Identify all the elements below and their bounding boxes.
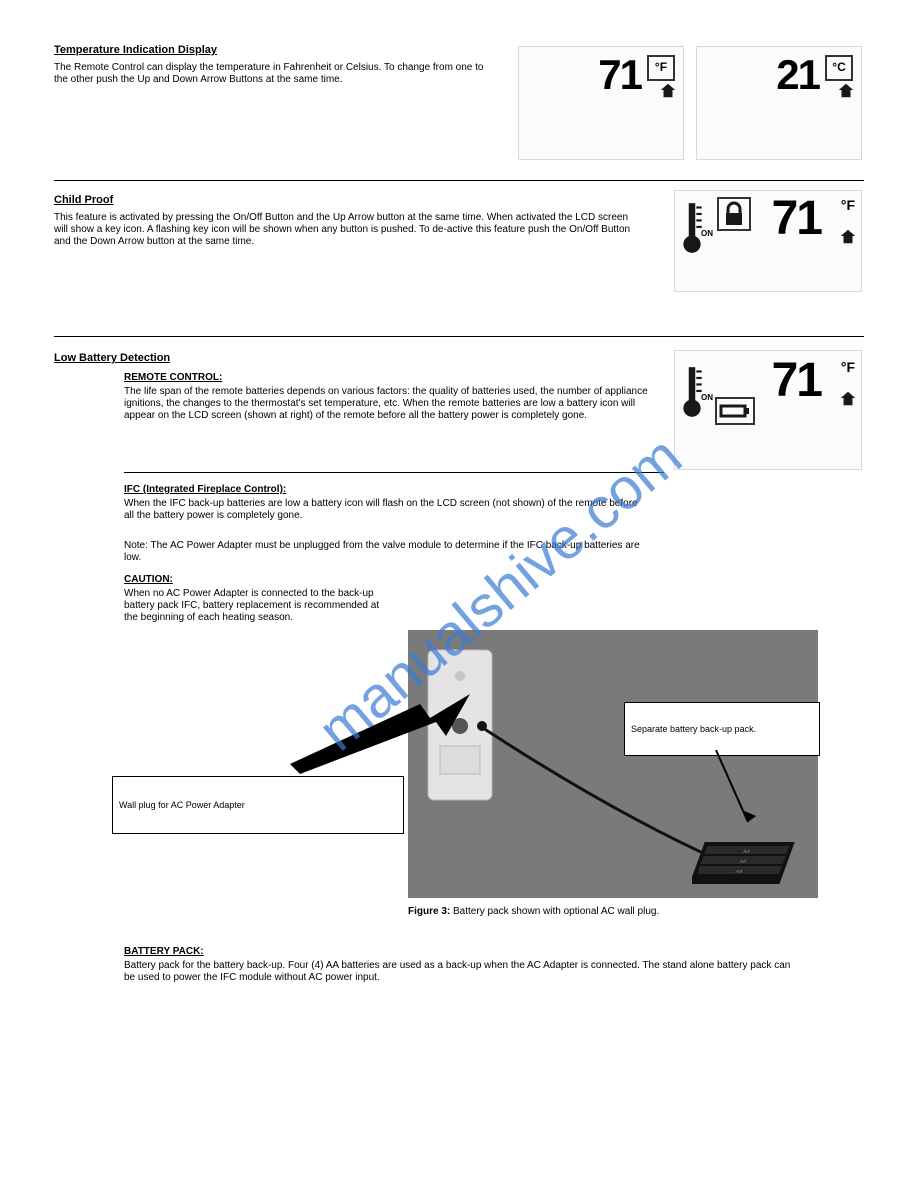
house-icon	[839, 227, 857, 245]
sub-body-batterypack: Battery pack for the battery back-up. Fo…	[124, 960, 804, 984]
reading-c: 21	[776, 51, 819, 99]
divider	[54, 180, 864, 181]
section-heading-childproof: Child Proof	[54, 194, 113, 207]
reading-f: 71	[598, 51, 641, 99]
figure3-caption: Figure 3: Battery pack shown with option…	[408, 906, 659, 918]
section-heading-lowbatt: Low Battery Detection	[54, 352, 170, 365]
unit-c: °C	[825, 55, 853, 81]
unit-f: °F	[841, 197, 855, 213]
caution-heading: CAUTION:	[124, 574, 173, 586]
reading-lowbatt: 71	[772, 353, 821, 408]
caution-body: When no AC Power Adapter is connected to…	[124, 588, 384, 624]
sub-heading-batterypack: BATTERY PACK:	[124, 946, 204, 958]
section-body-temp: The Remote Control can display the tempe…	[54, 62, 484, 86]
thermometer-icon	[681, 201, 703, 255]
section-heading-temp: Temperature Indication Display	[54, 44, 217, 57]
callout-right: Separate battery back-up pack.	[624, 702, 820, 756]
display-celsius: 21 °C	[696, 46, 862, 160]
section-body-childproof: This feature is activated by pressing th…	[54, 212, 634, 248]
on-label: ON	[701, 229, 713, 238]
caption-label: Figure 3:	[408, 906, 450, 917]
reading-childproof: 71	[772, 191, 821, 246]
sub-heading-remote: REMOTE CONTROL:	[124, 372, 222, 384]
unit-f: °F	[841, 359, 855, 375]
divider	[54, 336, 864, 337]
unit-f: °F	[647, 55, 675, 81]
display-fahrenheit: 71 °F	[518, 46, 684, 160]
house-icon	[837, 81, 855, 99]
sub-heading-ifc: IFC (Integrated Fireplace Control):	[124, 484, 286, 496]
sub-divider	[124, 472, 664, 473]
sub-body-remote: The life span of the remote batteries de…	[124, 386, 654, 422]
arrow-right	[706, 750, 766, 840]
house-icon	[839, 389, 857, 407]
display-childproof: ON 71 °F	[674, 190, 862, 292]
callout-left: Wall plug for AC Power Adapter	[112, 776, 404, 834]
house-icon	[659, 81, 677, 99]
caption-text: Battery pack shown with optional AC wall…	[453, 906, 659, 917]
lock-icon	[717, 197, 751, 231]
